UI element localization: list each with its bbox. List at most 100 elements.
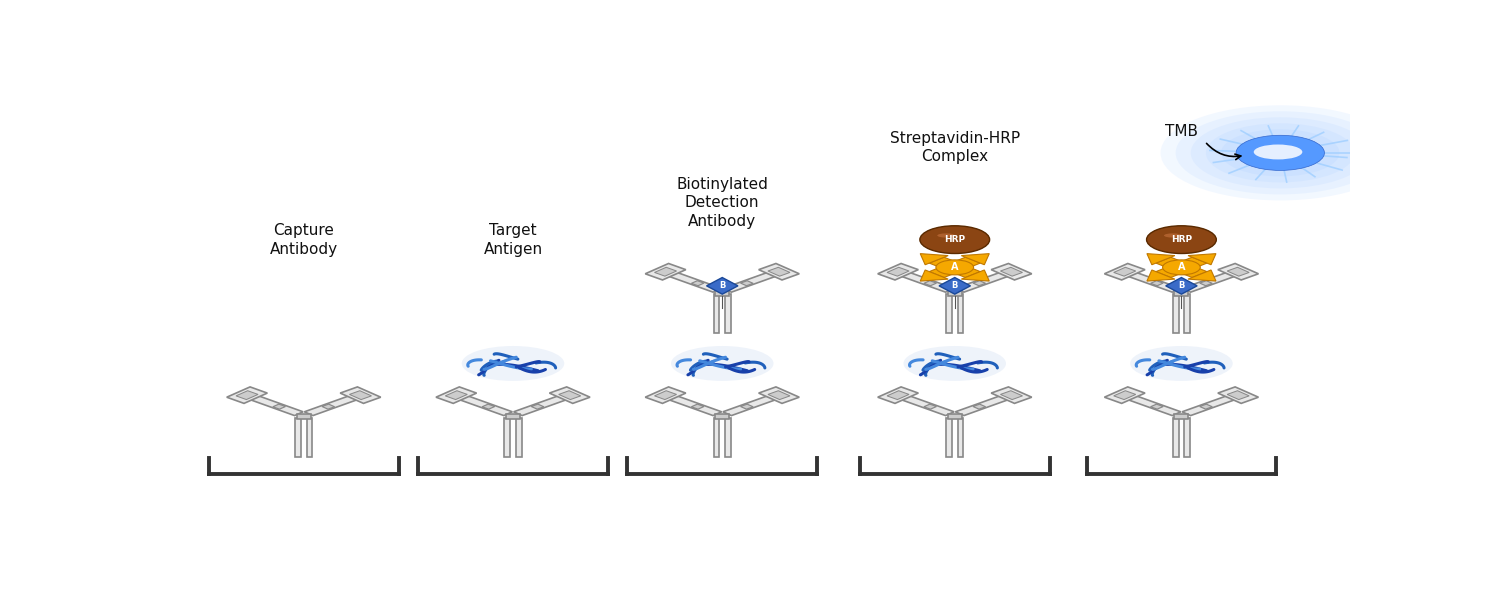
Circle shape: [1162, 232, 1204, 248]
Polygon shape: [1104, 387, 1144, 403]
Polygon shape: [662, 393, 722, 416]
Polygon shape: [1148, 270, 1174, 281]
Polygon shape: [1120, 393, 1180, 416]
Text: A: A: [1178, 262, 1185, 272]
Bar: [297, 413, 310, 419]
Polygon shape: [924, 281, 936, 286]
Polygon shape: [946, 294, 952, 334]
Polygon shape: [236, 391, 258, 400]
Polygon shape: [273, 404, 285, 409]
Polygon shape: [894, 393, 954, 416]
Ellipse shape: [903, 346, 1007, 381]
Polygon shape: [1166, 278, 1197, 294]
Polygon shape: [924, 404, 936, 409]
Polygon shape: [724, 294, 730, 334]
Text: Streptavidin-HRP
Complex: Streptavidin-HRP Complex: [890, 131, 1020, 164]
Polygon shape: [1156, 257, 1190, 270]
Circle shape: [1146, 226, 1216, 253]
Circle shape: [920, 226, 990, 253]
Polygon shape: [878, 263, 918, 280]
Polygon shape: [558, 391, 580, 400]
Polygon shape: [894, 270, 954, 292]
Text: Biotinylated
Detection
Antibody: Biotinylated Detection Antibody: [676, 177, 768, 229]
Text: B: B: [718, 281, 726, 290]
Polygon shape: [1000, 391, 1023, 400]
Polygon shape: [1000, 267, 1023, 276]
Polygon shape: [1148, 254, 1174, 265]
Polygon shape: [1185, 294, 1190, 334]
Polygon shape: [692, 404, 703, 409]
Polygon shape: [1185, 418, 1190, 457]
Polygon shape: [662, 270, 722, 292]
Polygon shape: [446, 391, 468, 400]
Polygon shape: [1174, 265, 1208, 277]
Bar: [506, 413, 520, 419]
Bar: [1174, 290, 1188, 296]
Polygon shape: [1113, 391, 1136, 400]
Polygon shape: [645, 263, 686, 280]
Circle shape: [1236, 135, 1324, 170]
Ellipse shape: [1254, 145, 1302, 160]
Ellipse shape: [1164, 233, 1182, 238]
Circle shape: [1178, 238, 1191, 244]
Polygon shape: [436, 387, 477, 403]
Polygon shape: [974, 281, 986, 286]
Polygon shape: [948, 257, 980, 270]
Polygon shape: [1218, 387, 1258, 403]
Polygon shape: [939, 278, 970, 294]
Polygon shape: [1188, 270, 1216, 281]
Circle shape: [1191, 117, 1370, 188]
Bar: [1174, 413, 1188, 419]
Polygon shape: [956, 270, 1016, 292]
Ellipse shape: [1130, 346, 1233, 381]
Ellipse shape: [462, 346, 564, 381]
Bar: [948, 290, 962, 296]
Polygon shape: [1150, 281, 1162, 286]
Text: Target
Antigen: Target Antigen: [483, 223, 543, 257]
Polygon shape: [714, 294, 720, 334]
Polygon shape: [1104, 263, 1144, 280]
Polygon shape: [1200, 404, 1212, 409]
Polygon shape: [452, 393, 513, 416]
Circle shape: [934, 232, 976, 248]
Polygon shape: [768, 391, 790, 400]
Polygon shape: [962, 254, 990, 265]
Polygon shape: [724, 418, 730, 457]
Polygon shape: [957, 418, 963, 457]
Polygon shape: [962, 270, 990, 281]
Polygon shape: [1188, 254, 1216, 265]
Polygon shape: [654, 267, 676, 276]
Circle shape: [1146, 226, 1216, 253]
Text: B: B: [951, 281, 958, 290]
Polygon shape: [992, 263, 1032, 280]
Circle shape: [944, 235, 970, 246]
Polygon shape: [1174, 257, 1208, 270]
Polygon shape: [878, 387, 918, 403]
Polygon shape: [741, 281, 753, 286]
Polygon shape: [946, 418, 952, 457]
Circle shape: [936, 260, 974, 275]
Polygon shape: [714, 418, 720, 457]
Polygon shape: [759, 263, 800, 280]
Circle shape: [1161, 105, 1400, 200]
Polygon shape: [1227, 391, 1250, 400]
Polygon shape: [957, 294, 963, 334]
Polygon shape: [723, 270, 783, 292]
Polygon shape: [930, 265, 962, 277]
Polygon shape: [645, 387, 686, 403]
Polygon shape: [920, 270, 948, 281]
Bar: [948, 413, 962, 419]
Ellipse shape: [670, 346, 774, 381]
Polygon shape: [1173, 418, 1179, 457]
Bar: [716, 290, 729, 296]
Text: TMB: TMB: [1166, 124, 1198, 139]
Polygon shape: [304, 393, 364, 416]
Text: B: B: [1179, 281, 1185, 290]
Polygon shape: [741, 404, 753, 409]
Text: HRP: HRP: [1172, 235, 1192, 244]
Polygon shape: [948, 265, 980, 277]
Polygon shape: [886, 267, 909, 276]
Bar: [716, 413, 729, 419]
Polygon shape: [531, 404, 544, 409]
Polygon shape: [974, 404, 986, 409]
